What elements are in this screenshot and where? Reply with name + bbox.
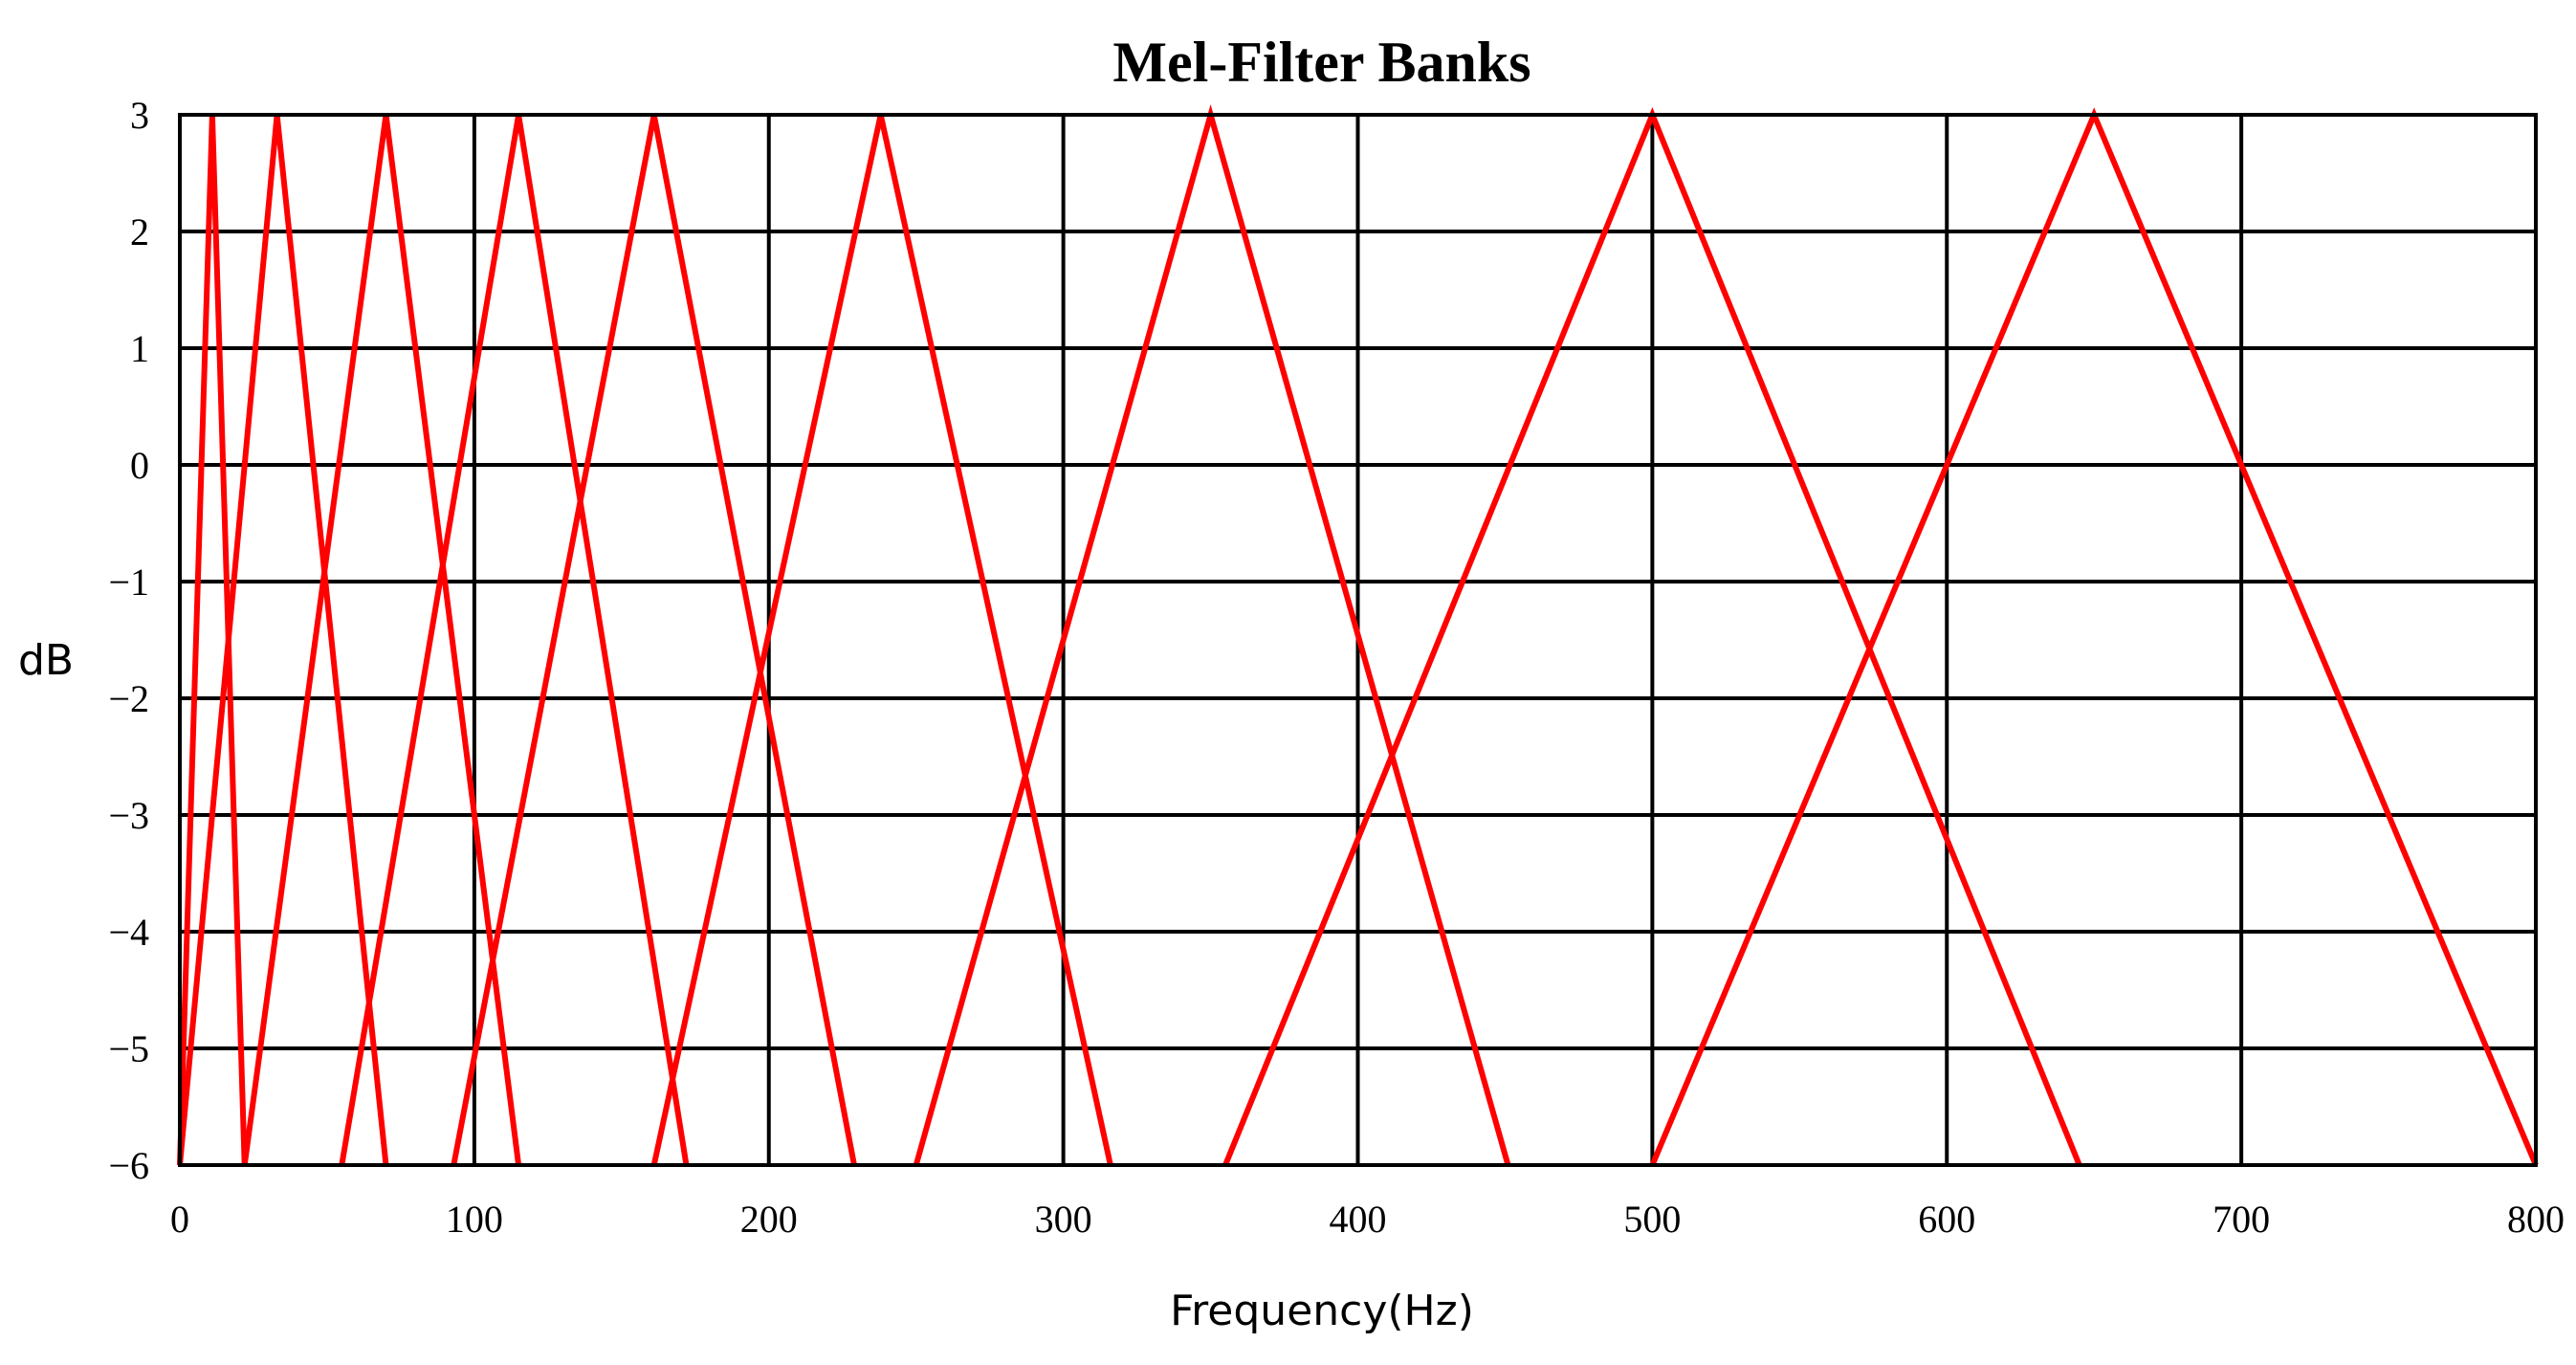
mel-filter-triangle-5: [451, 114, 857, 1166]
mel-filter-triangle-6: [650, 114, 1113, 1166]
mel-filter-triangle-2: [177, 114, 389, 1166]
y-axis-label: dB: [18, 636, 74, 685]
x-tick-label: 600: [1918, 1198, 1975, 1241]
x-tick-label: 200: [740, 1198, 798, 1241]
y-tick-label: −6: [108, 1144, 149, 1187]
chart-title: Mel-Filter Banks: [1112, 31, 1530, 94]
mel-filter-triangle-4: [339, 114, 690, 1166]
y-tick-label: −2: [108, 677, 149, 720]
x-tick-labels: 0 100 200 300 400 500 600 700 800: [170, 1198, 2565, 1241]
x-tick-label: 800: [2507, 1198, 2565, 1241]
y-tick-label: −5: [108, 1027, 149, 1070]
y-tick-label: 2: [130, 210, 149, 253]
y-tick-label: −1: [108, 561, 149, 604]
x-tick-label: 700: [2213, 1198, 2270, 1241]
plot-frame: [178, 113, 2538, 1167]
x-axis-label: Frequency(Hz): [1170, 1287, 1474, 1335]
y-tick-labels: 3 2 1 0 −1 −2 −3 −4 −5 −6: [108, 94, 149, 1187]
y-tick-label: 0: [130, 444, 149, 487]
y-tick-label: 1: [130, 327, 149, 370]
mel-filter-triangle-1: [177, 114, 248, 1166]
mel-filter-triangle-3: [241, 114, 522, 1166]
x-tick-label: 100: [446, 1198, 503, 1241]
x-tick-label: 300: [1035, 1198, 1092, 1241]
x-tick-label: 400: [1330, 1198, 1387, 1241]
y-tick-label: −4: [108, 911, 149, 954]
y-tick-label: 3: [130, 94, 149, 137]
grid-lines: [178, 113, 2538, 1167]
y-tick-label: −3: [108, 794, 149, 837]
mel-filter-triangle-7: [913, 103, 1511, 1166]
mel-filter-triangle-9: [1649, 107, 2539, 1167]
x-tick-label: 500: [1623, 1198, 1681, 1241]
x-tick-label: 0: [170, 1198, 189, 1241]
